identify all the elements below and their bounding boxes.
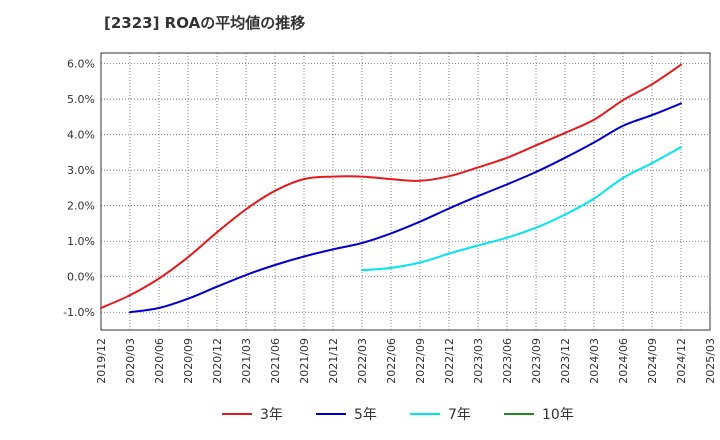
x-tick-label: 2021/09 xyxy=(298,338,311,384)
x-tick-label: 2023/06 xyxy=(501,338,514,384)
x-tick-label: 2024/03 xyxy=(588,338,601,384)
x-tick-label: 2021/06 xyxy=(269,338,282,384)
x-tick-label: 2022/09 xyxy=(414,338,427,384)
y-tick-label: 3.0% xyxy=(67,164,95,177)
y-tick-label: 1.0% xyxy=(67,235,95,248)
x-tick-label: 2020/03 xyxy=(124,338,137,384)
y-tick-label: -1.0% xyxy=(63,306,95,319)
y-tick-label: 6.0% xyxy=(67,58,95,71)
x-tick-label: 2022/06 xyxy=(385,338,398,384)
x-tick-label: 2020/06 xyxy=(153,338,166,384)
x-tick-label: 2020/12 xyxy=(211,338,224,384)
x-tick-label: 2024/12 xyxy=(675,338,688,384)
x-tick-label: 2023/09 xyxy=(530,338,543,384)
x-tick-label: 2022/12 xyxy=(443,338,456,384)
series-layer xyxy=(100,63,682,314)
x-tick-label: 2023/12 xyxy=(559,338,572,384)
legend: 3年 5年 7年 10年 xyxy=(222,407,574,423)
x-tick-label: 2021/12 xyxy=(327,338,340,384)
x-tick-label: 2022/03 xyxy=(356,338,369,384)
series-line-5年 xyxy=(129,102,682,314)
plot-frame xyxy=(100,52,711,331)
series-line-7年 xyxy=(361,146,682,272)
x-tick-label: 2020/09 xyxy=(182,338,195,384)
legend-label: 7年 xyxy=(448,407,471,423)
y-tick-label: 0.0% xyxy=(67,271,95,284)
x-tick-label: 2024/09 xyxy=(646,338,659,384)
grid xyxy=(100,53,711,330)
x-tick-label: 2024/06 xyxy=(617,338,630,384)
series-line-3年 xyxy=(100,63,682,309)
legend-label: 3年 xyxy=(260,407,283,423)
legend-label: 5年 xyxy=(354,407,377,423)
y-tick-label: 4.0% xyxy=(67,129,95,142)
y-tick-label: 2.0% xyxy=(67,200,95,213)
legend-label: 10年 xyxy=(542,407,574,423)
y-axis: -1.0% 0.0% 1.0% 2.0% 3.0% 4.0% 5.0% 6.0% xyxy=(63,58,95,320)
chart-title: [2323] ROAの平均値の推移 xyxy=(104,14,306,32)
y-tick-label: 5.0% xyxy=(67,93,95,106)
x-tick-label: 2019/12 xyxy=(95,338,108,384)
x-tick-label: 2021/03 xyxy=(240,338,253,384)
x-tick-label: 2023/03 xyxy=(472,338,485,384)
x-tick-label: 2025/03 xyxy=(704,338,717,384)
x-axis: 2019/12 2020/03 2020/06 2020/09 2020/12 2021/… xyxy=(95,338,717,384)
